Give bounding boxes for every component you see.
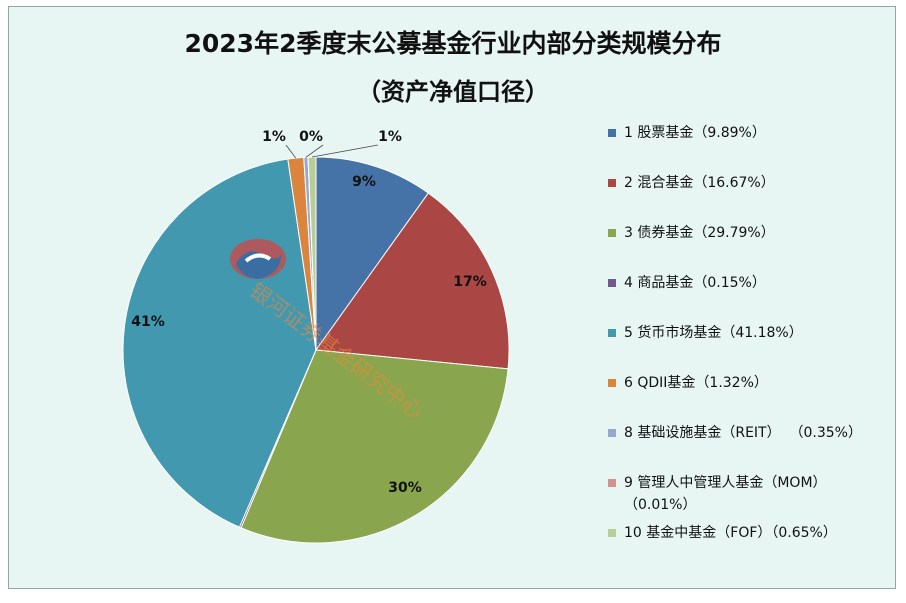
slice-label-3: 30% [388,480,422,496]
legend-label: 6 QDII基金（1.32%） [624,375,768,391]
leader-line-9 [311,144,379,158]
legend-label: 5 货币市场基金（41.18%） [624,325,803,341]
legend-swatch [608,279,616,287]
legend-swatch [608,429,616,437]
legend-swatch [608,129,616,137]
legend-swatch [608,529,616,537]
legend-swatch [608,479,616,487]
pie-slice-3 [240,349,509,544]
chart-subtitle: （资产净值口径） [357,78,549,106]
pie-slice-2 [315,192,510,370]
legend-label: 9 管理人中管理人基金（MOM） （0.01%） [624,475,827,513]
slice-label-2: 17% [453,274,487,290]
legend-label: 3 债券基金（29.79%） [624,225,775,241]
slice-label-5: 41% [131,314,165,330]
legend-label: 4 商品基金（0.15%） [624,275,766,291]
slice-label-7: 0% [299,129,323,145]
legend-swatch [608,179,616,187]
leader-line-7 [305,144,324,158]
pie-slice-1 [315,156,430,352]
legend-label: 2 混合基金（16.67%） [624,175,775,191]
legend-swatch [608,329,616,337]
leader-line-6 [285,144,297,159]
legend-label: 10 基金中基金（FOF）（0.65%） [624,525,837,541]
legend-label: 1 股票基金（9.89%） [624,125,766,141]
legend-label: 8 基础设施基金（REIT） （0.35%） [624,425,862,441]
watermark-logo-icon [230,239,286,279]
chart-title: 2023年2季度末公募基金行业内部分类规模分布 [184,29,722,58]
slice-label-6: 1% [262,129,286,145]
legend-swatch [608,379,616,387]
legend-swatch [608,229,616,237]
slice-label-9: 1% [378,129,402,145]
slice-label-1: 9% [352,174,376,190]
